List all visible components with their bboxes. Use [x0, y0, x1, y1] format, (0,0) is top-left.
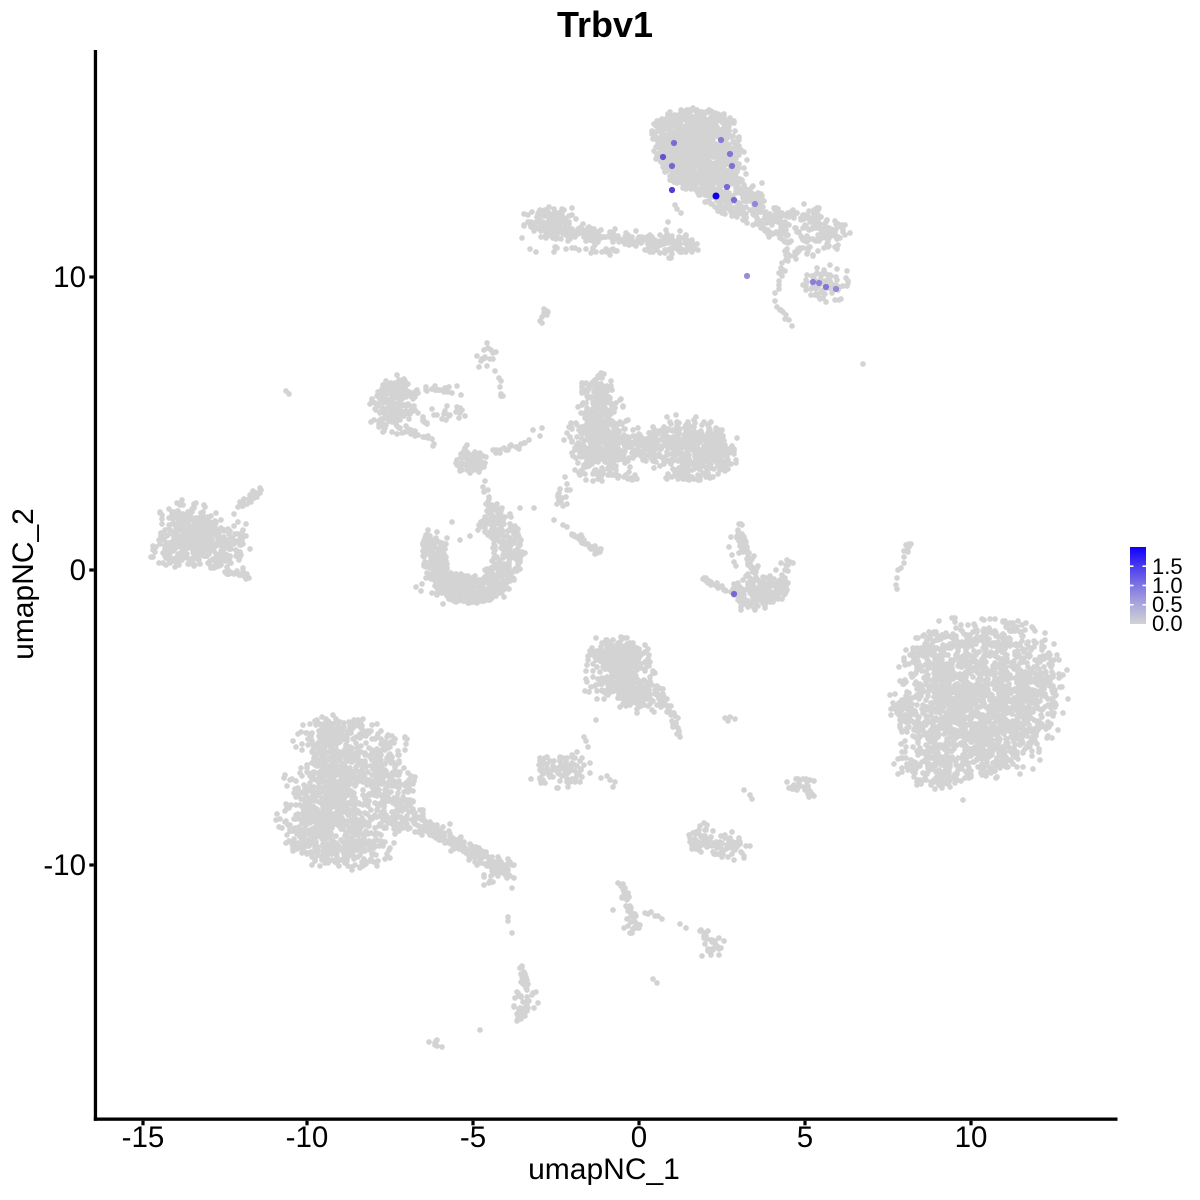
svg-text:0.0: 0.0 — [1152, 611, 1183, 636]
svg-text:-5: -5 — [460, 1121, 486, 1154]
svg-text:10: 10 — [53, 261, 86, 294]
svg-text:1.5: 1.5 — [1152, 554, 1183, 579]
svg-text:1.0: 1.0 — [1152, 573, 1183, 598]
svg-text:-10: -10 — [286, 1121, 329, 1154]
svg-text:-10: -10 — [43, 849, 86, 882]
svg-text:-15: -15 — [122, 1121, 165, 1154]
svg-text:0.5: 0.5 — [1152, 592, 1183, 617]
svg-text:umapNC_1: umapNC_1 — [528, 1153, 680, 1186]
svg-text:10: 10 — [955, 1121, 988, 1154]
svg-text:umapNC_2: umapNC_2 — [7, 508, 40, 660]
svg-text:Trbv1: Trbv1 — [557, 4, 653, 45]
svg-text:0: 0 — [70, 554, 86, 587]
svg-text:5: 5 — [797, 1121, 813, 1154]
svg-text:0: 0 — [631, 1121, 647, 1154]
